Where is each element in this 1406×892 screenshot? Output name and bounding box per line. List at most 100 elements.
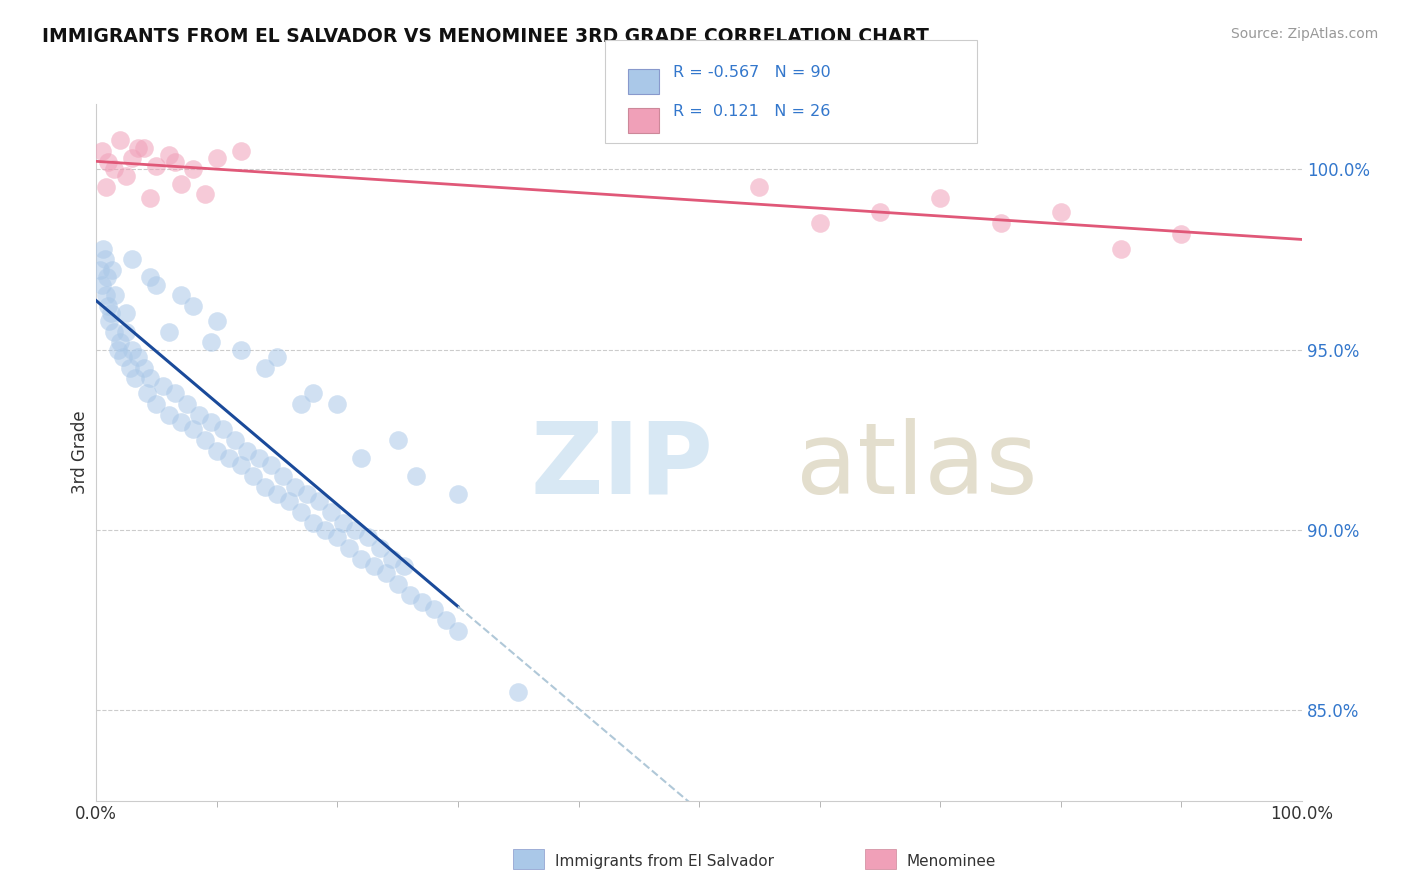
Point <box>98 314 121 328</box>
Point <box>94 288 117 302</box>
Point <box>187 408 209 422</box>
Point <box>157 408 180 422</box>
Point <box>205 443 228 458</box>
Point <box>103 162 125 177</box>
Point <box>91 277 114 292</box>
Point <box>145 397 167 411</box>
Text: R = -0.567   N = 90: R = -0.567 N = 90 <box>673 65 831 80</box>
Point <box>302 385 325 400</box>
Point <box>93 242 115 256</box>
Point <box>139 270 162 285</box>
Point <box>229 343 252 357</box>
Point <box>423 602 446 616</box>
Point <box>101 263 124 277</box>
Point <box>447 487 470 501</box>
Point <box>253 480 276 494</box>
Point <box>1170 227 1192 241</box>
Point <box>508 685 530 699</box>
Point <box>387 577 409 591</box>
Text: R =  0.121   N = 26: R = 0.121 N = 26 <box>673 104 831 120</box>
Point <box>110 335 132 350</box>
Point <box>181 422 204 436</box>
Point <box>139 371 162 385</box>
Point <box>100 306 122 320</box>
Point <box>314 523 336 537</box>
Point <box>134 140 156 154</box>
Point <box>290 397 312 411</box>
Point <box>218 450 240 465</box>
Point <box>447 624 470 638</box>
Point <box>157 325 180 339</box>
Point <box>121 252 143 267</box>
Point <box>356 530 378 544</box>
Point <box>295 487 318 501</box>
Point <box>363 559 385 574</box>
Point <box>181 299 204 313</box>
Point <box>181 162 204 177</box>
Point <box>1109 242 1132 256</box>
Point <box>284 480 307 494</box>
Y-axis label: 3rd Grade: 3rd Grade <box>72 410 89 494</box>
Point <box>157 147 180 161</box>
Point <box>194 433 217 447</box>
Point <box>398 588 420 602</box>
Point <box>115 325 138 339</box>
Point <box>247 450 270 465</box>
Point <box>990 216 1012 230</box>
Point <box>91 144 114 158</box>
Point <box>93 252 115 267</box>
Point <box>368 541 391 555</box>
Point <box>200 415 222 429</box>
Point <box>405 468 427 483</box>
Point <box>392 559 415 574</box>
Point <box>121 343 143 357</box>
Point <box>96 270 118 285</box>
Point <box>110 133 132 147</box>
Point <box>169 177 191 191</box>
Point <box>145 277 167 292</box>
Point <box>808 216 831 230</box>
Point <box>350 450 373 465</box>
Point <box>929 191 952 205</box>
Point <box>127 350 149 364</box>
Point <box>266 487 288 501</box>
Point <box>326 397 349 411</box>
Point <box>434 613 457 627</box>
Text: Immigrants from El Salvador: Immigrants from El Salvador <box>555 855 775 869</box>
Point <box>211 422 233 436</box>
Point <box>135 385 157 400</box>
Point <box>1050 205 1073 219</box>
Point <box>339 541 361 555</box>
Point <box>290 505 312 519</box>
Point <box>381 552 404 566</box>
Point <box>115 169 138 184</box>
Point <box>242 468 264 483</box>
Point <box>145 159 167 173</box>
Point <box>266 350 288 364</box>
Text: IMMIGRANTS FROM EL SALVADOR VS MENOMINEE 3RD GRADE CORRELATION CHART: IMMIGRANTS FROM EL SALVADOR VS MENOMINEE… <box>42 27 929 45</box>
Point <box>134 360 156 375</box>
Point <box>115 306 138 320</box>
Point <box>97 299 120 313</box>
Point <box>163 385 186 400</box>
Point <box>344 523 367 537</box>
Point <box>302 516 325 530</box>
Point <box>111 350 134 364</box>
Point <box>124 371 146 385</box>
Point <box>118 360 141 375</box>
Text: Menominee: Menominee <box>907 855 997 869</box>
Point <box>326 530 349 544</box>
Point <box>139 191 162 205</box>
Point <box>169 415 191 429</box>
Text: Source: ZipAtlas.com: Source: ZipAtlas.com <box>1230 27 1378 41</box>
Point <box>169 288 191 302</box>
Point <box>89 263 111 277</box>
Point <box>278 494 301 508</box>
Point <box>229 458 252 472</box>
Point <box>321 505 343 519</box>
Point <box>271 468 294 483</box>
Point <box>163 155 186 169</box>
Point <box>205 151 228 165</box>
Point <box>224 433 246 447</box>
Point <box>236 443 259 458</box>
